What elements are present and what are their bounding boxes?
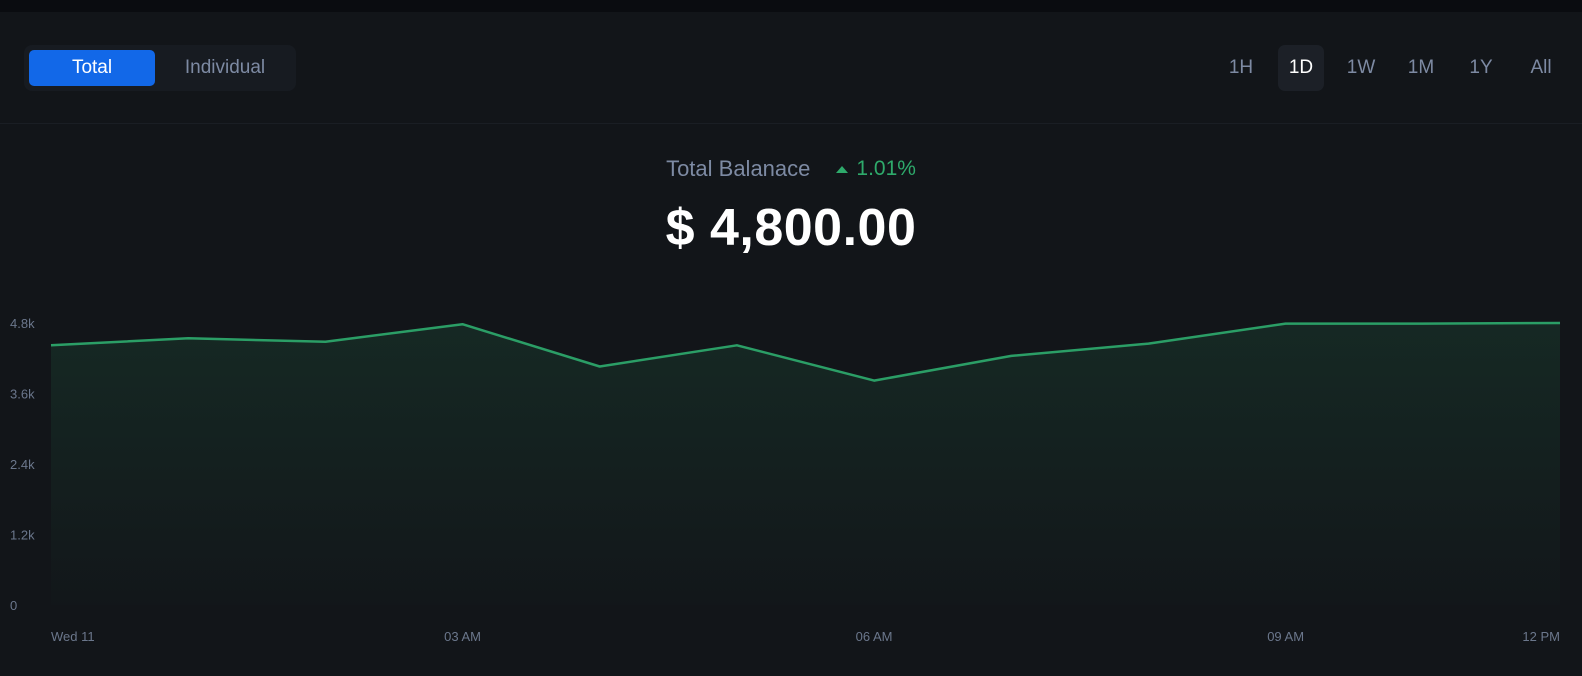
arrow-up-icon	[836, 165, 849, 173]
y-tick-label: 4.8k	[10, 316, 35, 331]
x-tick-label: Wed 11	[51, 629, 95, 644]
range-1m-button[interactable]: 1M	[1398, 45, 1444, 91]
balance-panel: Total Individual 1H 1D 1W 1M 1Y All Tota…	[0, 12, 1582, 676]
y-tick-label: 0	[10, 598, 17, 613]
balance-amount: $ 4,800.00	[665, 199, 917, 257]
y-tick-label: 2.4k	[10, 457, 35, 472]
time-range-selector: 1H 1D 1W 1M 1Y All	[1218, 45, 1564, 91]
balance-area	[51, 323, 1560, 605]
range-1h-button[interactable]: 1H	[1218, 45, 1264, 91]
balance-change-value: 1.01%	[856, 157, 916, 180]
range-all-button[interactable]: All	[1518, 45, 1564, 91]
range-1y-button[interactable]: 1Y	[1458, 45, 1504, 91]
x-tick-label: 03 AM	[444, 629, 481, 644]
balance-change: 1.01%	[836, 157, 916, 181]
balance-label: Total Balanace	[666, 156, 811, 181]
chart-toolbar: Total Individual 1H 1D 1W 1M 1Y All	[0, 12, 1582, 124]
range-1d-button[interactable]: 1D	[1278, 45, 1324, 91]
range-1w-button[interactable]: 1W	[1338, 45, 1384, 91]
balance-line	[50, 321, 1561, 382]
top-strip	[0, 0, 1582, 12]
balance-header: Total Balanace 1.01%	[0, 154, 1582, 184]
view-toggle: Total Individual	[24, 45, 296, 91]
individual-toggle-button[interactable]: Individual	[159, 50, 291, 86]
x-tick-label: 06 AM	[856, 629, 893, 644]
y-tick-label: 1.2k	[10, 528, 35, 543]
y-tick-label: 3.6k	[10, 387, 35, 402]
balance-chart: 4.8k 3.6k 2.4k 1.2k 0 Wed 11 03 AM 06 AM 09 AM 1…	[10, 316, 1561, 644]
x-tick-label: 12 PM	[1522, 629, 1560, 644]
total-toggle-button[interactable]: Total	[29, 50, 156, 86]
x-tick-label: 09 AM	[1267, 629, 1304, 644]
